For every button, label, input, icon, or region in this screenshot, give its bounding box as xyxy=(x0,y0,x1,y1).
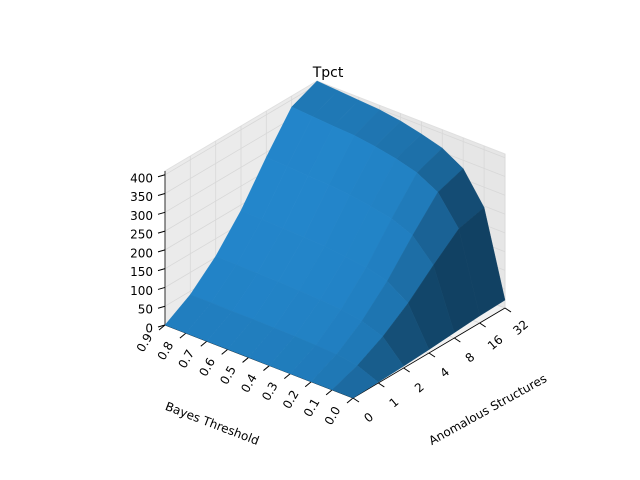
surface-face xyxy=(331,365,379,399)
tick-mark xyxy=(454,337,461,343)
chart-title: Tpct xyxy=(312,65,344,81)
tick-mark xyxy=(157,211,166,215)
tick-mark xyxy=(428,352,436,358)
tick-mark xyxy=(221,348,228,355)
z-tick-label: 0 xyxy=(145,322,153,336)
x-tick-label: 0.1 xyxy=(301,396,323,420)
tick-mark xyxy=(284,373,291,380)
tick-mark xyxy=(242,357,249,363)
tick-mark xyxy=(325,389,333,396)
z-tick-label: 400 xyxy=(130,171,153,185)
tick-mark xyxy=(157,174,166,178)
z-tick-label: 350 xyxy=(130,190,153,204)
tick-mark xyxy=(263,365,270,371)
tick-mark xyxy=(304,381,312,388)
x-tick-label: 0.0 xyxy=(322,404,344,428)
tick-mark xyxy=(179,332,187,339)
x-tick-label: 0.7 xyxy=(176,347,198,371)
tick-mark xyxy=(403,367,410,373)
y-tick-label: 1 xyxy=(387,395,402,411)
y-tick-label: 8 xyxy=(463,350,478,366)
z-tick-label: 50 xyxy=(138,303,153,317)
tick-mark xyxy=(346,397,354,404)
y-tick-label: 0 xyxy=(361,410,376,426)
x-tick-label: 0.6 xyxy=(196,355,218,379)
y-tick-label: 2 xyxy=(412,380,427,396)
z-tick-label: 100 xyxy=(130,284,153,298)
tick-mark xyxy=(378,382,385,388)
axis-line xyxy=(352,307,506,399)
tick-mark xyxy=(157,249,166,253)
tick-mark xyxy=(352,397,360,403)
x-tick-label: 0.8 xyxy=(155,339,177,363)
x-tick-label: 0.5 xyxy=(217,363,239,387)
x-tick-label: 0.3 xyxy=(259,380,281,404)
z-tick-label: 150 xyxy=(130,265,153,279)
tick-mark xyxy=(157,286,166,290)
x-tick-label: 0.2 xyxy=(280,388,302,412)
y-axis-label: Anomalous Structures xyxy=(426,371,549,448)
tick-mark xyxy=(157,193,166,197)
z-tick-label: 250 xyxy=(130,228,153,242)
y-tick-label: 32 xyxy=(510,317,531,338)
x-axis-label: Bayes Threshold xyxy=(163,399,261,448)
tick-mark xyxy=(158,324,166,331)
tick-mark xyxy=(157,268,166,272)
tick-mark xyxy=(157,324,166,328)
z-tick-label: 200 xyxy=(130,246,153,260)
tick-mark xyxy=(479,322,486,328)
y-tick-label: 4 xyxy=(437,365,452,381)
z-tick-label: 300 xyxy=(130,209,153,223)
tick-mark xyxy=(504,307,512,313)
tick-mark xyxy=(157,230,166,234)
x-tick-label: 0.4 xyxy=(238,372,260,396)
tick-mark xyxy=(157,305,166,309)
tick-mark xyxy=(200,340,208,347)
y-tick-label: 16 xyxy=(485,332,506,353)
